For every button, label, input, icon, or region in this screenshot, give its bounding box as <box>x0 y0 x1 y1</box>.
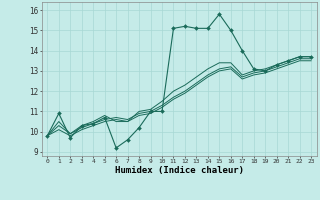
X-axis label: Humidex (Indice chaleur): Humidex (Indice chaleur) <box>115 166 244 175</box>
